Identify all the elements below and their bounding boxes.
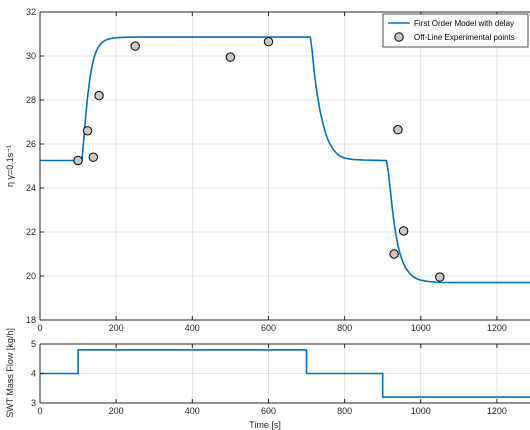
legend-marker-swatch <box>394 32 404 42</box>
x-tick-label: 800 <box>337 406 352 416</box>
x-tick-label: 200 <box>109 406 124 416</box>
mass-flow-series <box>40 349 530 398</box>
x-tick-label: 0 <box>37 323 42 333</box>
viscosity-plot-area <box>40 12 530 320</box>
x-tick-label: 600 <box>261 406 276 416</box>
viscosity-grid <box>40 12 530 320</box>
mass-flow-plot: 0 200 400 600 800 1000 1200 3 4 5 SWT Mass Flow [… <box>5 328 530 430</box>
y-tick-label: 18 <box>26 315 36 325</box>
legend-label: Off-Line Experimental points <box>414 33 515 42</box>
mass-flow-tick-labels: 0 200 400 600 800 1000 1200 3 4 5 <box>31 339 507 416</box>
viscosity-plot: 0 200 400 600 800 1000 1200 18 20 22 24 26 28 30 32 η … <box>5 7 530 333</box>
x-tick-label: 400 <box>185 406 200 416</box>
y-tick-label: 26 <box>26 139 36 149</box>
mass-flow-grid <box>40 344 530 403</box>
y-tick-label: 32 <box>26 7 36 17</box>
y-tick-label: 5 <box>31 339 36 349</box>
experimental-point <box>398 226 409 236</box>
experimental-point <box>263 37 274 47</box>
experimental-point <box>94 90 104 101</box>
legend-box <box>382 13 529 48</box>
experimental-point <box>225 52 236 62</box>
experimental-point <box>393 125 403 135</box>
x-tick-label: 1200 <box>487 323 507 333</box>
y-tick-label: 30 <box>26 51 36 61</box>
legend-label: First Order Model with delay <box>414 19 514 28</box>
experimental-point <box>389 249 399 259</box>
x-tick-label: 1000 <box>411 323 431 333</box>
viscosity-series <box>40 36 530 284</box>
x-tick-label: 800 <box>337 323 352 333</box>
experimental-point <box>88 152 99 162</box>
viscosity-y-axis-label: η γ=0.1s⁻¹ <box>5 145 15 187</box>
legend: First Order Model with delay Off-Line Exp… <box>382 13 529 48</box>
y-tick-label: 3 <box>31 398 36 408</box>
x-tick-label: 1200 <box>487 406 507 416</box>
experimental-point <box>73 155 83 166</box>
y-tick-label: 24 <box>26 183 36 193</box>
x-tick-label: 0 <box>37 406 42 416</box>
x-axis-label: Time [s] <box>249 420 281 430</box>
model-line <box>40 36 530 284</box>
mass-flow-y-axis-label: SWT Mass Flow [kg/h] <box>5 328 15 418</box>
y-tick-label: 22 <box>26 227 36 237</box>
mass-flow-line <box>40 349 530 398</box>
x-tick-label: 1000 <box>411 406 431 416</box>
y-tick-label: 20 <box>26 271 36 281</box>
experimental-point <box>435 272 445 282</box>
experimental-point <box>82 126 93 136</box>
y-tick-label: 28 <box>26 95 36 105</box>
x-tick-label: 600 <box>261 323 276 333</box>
x-tick-label: 400 <box>185 323 200 333</box>
viscosity-axes <box>39 11 530 321</box>
y-tick-label: 4 <box>31 369 36 379</box>
x-tick-label: 200 <box>109 323 124 333</box>
mass-flow-axes <box>39 343 530 404</box>
experimental-point <box>130 41 140 51</box>
viscosity-tick-labels: 0 200 400 600 800 1000 1200 18 20 22 24 26 28 30 32 <box>26 7 507 333</box>
